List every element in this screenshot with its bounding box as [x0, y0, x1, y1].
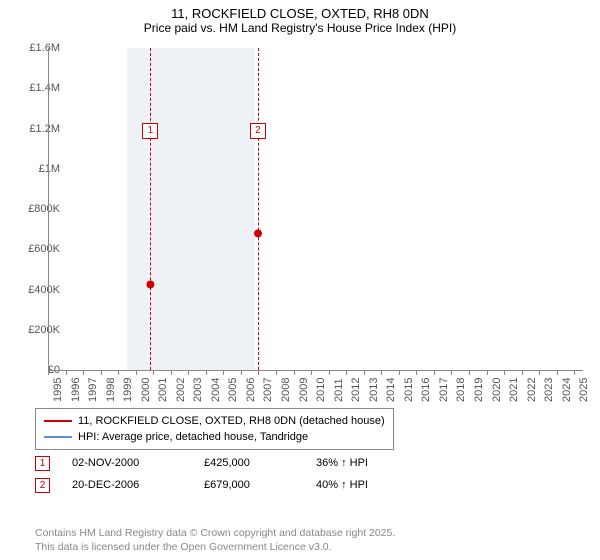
- sale-marker-icon: 2: [35, 478, 50, 493]
- legend: 11, ROCKFIELD CLOSE, OXTED, RH8 0DN (det…: [35, 408, 394, 450]
- x-tick-label: 2023: [543, 378, 555, 402]
- chart-header: 11, ROCKFIELD CLOSE, OXTED, RH8 0DN Pric…: [0, 0, 600, 37]
- x-tick-label: 2014: [385, 378, 397, 402]
- x-tick-label: 2006: [245, 378, 257, 402]
- sale-date: 20-DEC-2006: [72, 479, 182, 491]
- x-tick-label: 2009: [298, 378, 310, 402]
- x-tick-label: 1999: [122, 378, 134, 402]
- x-tick-label: 2002: [175, 378, 187, 402]
- sale-delta: 36% ↑ HPI: [316, 457, 368, 469]
- x-tick-label: 2003: [192, 378, 204, 402]
- table-row: 2 20-DEC-2006 £679,000 40% ↑ HPI: [35, 474, 368, 496]
- x-tick-label: 2016: [420, 378, 432, 402]
- attribution-line: This data is licensed under the Open Gov…: [35, 540, 395, 554]
- marker-label: 2: [250, 123, 266, 139]
- legend-swatch: [44, 436, 72, 438]
- x-tick-label: 2007: [262, 378, 274, 402]
- chart-subtitle: Price paid vs. HM Land Registry's House …: [0, 21, 600, 35]
- legend-item: HPI: Average price, detached house, Tand…: [44, 429, 385, 445]
- sale-marker-icon: 1: [35, 456, 50, 471]
- sale-date: 02-NOV-2000: [72, 457, 182, 469]
- attribution: Contains HM Land Registry data © Crown c…: [35, 526, 395, 554]
- x-tick-label: 2024: [561, 378, 573, 402]
- legend-label: HPI: Average price, detached house, Tand…: [78, 431, 308, 443]
- x-tick-label: 2025: [578, 378, 590, 402]
- x-tick-label: 1998: [105, 378, 117, 402]
- sales-table: 1 02-NOV-2000 £425,000 36% ↑ HPI 2 20-DE…: [35, 452, 368, 496]
- table-row: 1 02-NOV-2000 £425,000 36% ↑ HPI: [35, 452, 368, 474]
- x-tick-label: 2011: [333, 378, 345, 402]
- legend-label: 11, ROCKFIELD CLOSE, OXTED, RH8 0DN (det…: [78, 415, 385, 427]
- x-tick-label: 2021: [508, 378, 520, 402]
- sale-price: £425,000: [204, 457, 294, 469]
- x-tick-label: 2000: [140, 378, 152, 402]
- legend-item: 11, ROCKFIELD CLOSE, OXTED, RH8 0DN (det…: [44, 413, 385, 429]
- chart-title: 11, ROCKFIELD CLOSE, OXTED, RH8 0DN: [0, 6, 600, 21]
- x-tick-label: 2018: [455, 378, 467, 402]
- x-tick-label: 2022: [526, 378, 538, 402]
- x-tick-label: 1996: [70, 378, 82, 402]
- x-tick-label: 2010: [315, 378, 327, 402]
- sale-price: £679,000: [204, 479, 294, 491]
- x-tick-label: 1997: [87, 378, 99, 402]
- x-tick-label: 2019: [473, 378, 485, 402]
- x-tick-label: 2008: [280, 378, 292, 402]
- legend-swatch: [44, 420, 72, 422]
- x-tick-label: 2015: [403, 378, 415, 402]
- x-tick-label: 2005: [227, 378, 239, 402]
- x-tick-label: 2004: [210, 378, 222, 402]
- x-tick-label: 2017: [438, 378, 450, 402]
- marker-label: 1: [142, 123, 158, 139]
- x-tick-label: 2013: [368, 378, 380, 402]
- attribution-line: Contains HM Land Registry data © Crown c…: [35, 526, 395, 540]
- x-tick-label: 2012: [350, 378, 362, 402]
- x-tick-label: 2020: [491, 378, 503, 402]
- x-tick-label: 2001: [157, 378, 169, 402]
- sale-delta: 40% ↑ HPI: [316, 479, 368, 491]
- x-tick-label: 1995: [52, 378, 64, 402]
